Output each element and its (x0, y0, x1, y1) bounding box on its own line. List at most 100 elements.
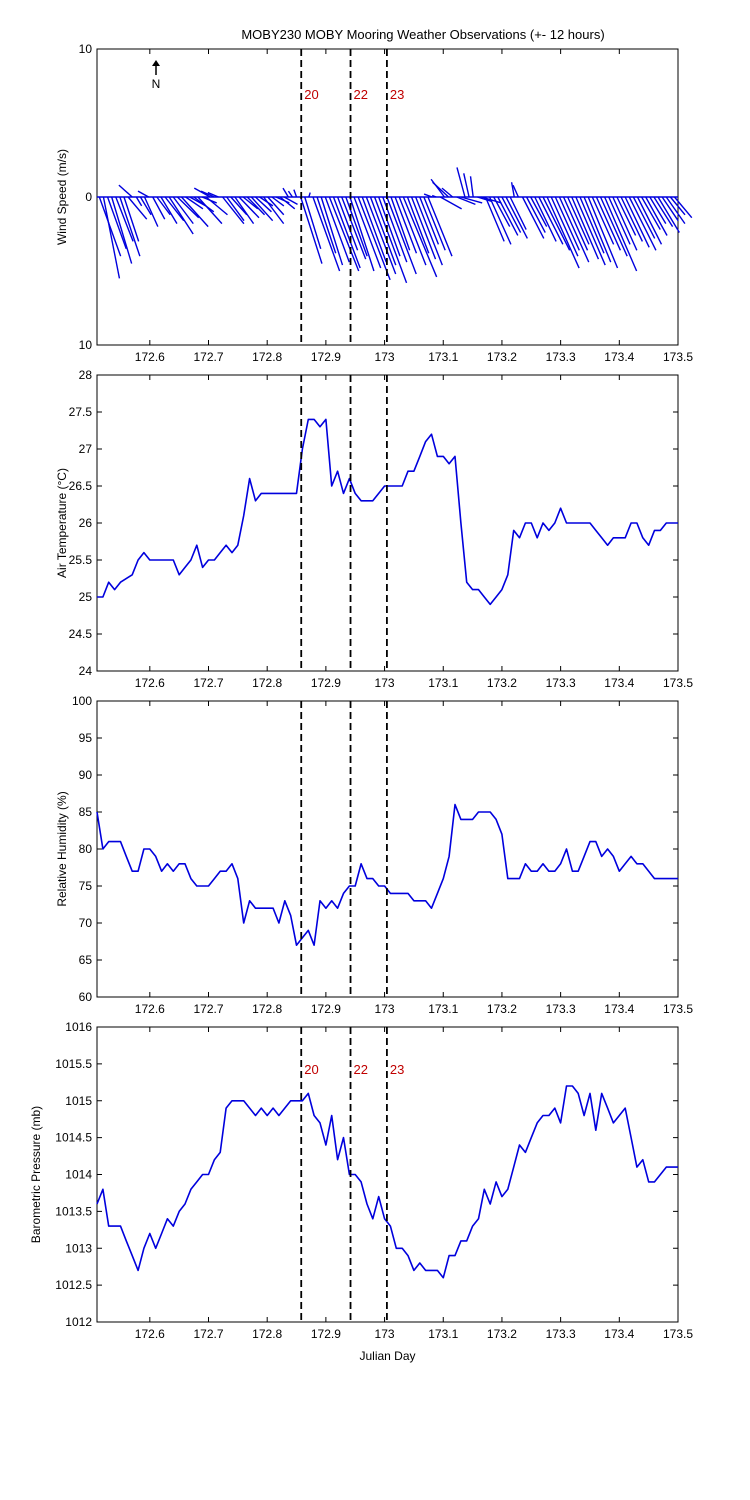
wind-stick (176, 196, 200, 219)
baro-ytick-label: 1012 (65, 1315, 92, 1329)
baro-ytick-label: 1016 (65, 1020, 92, 1034)
wind-stick (304, 196, 322, 250)
wind-stick (612, 196, 638, 251)
wind-stick (119, 196, 141, 257)
wind-stick (394, 196, 418, 254)
wind-xtick-label: 172.7 (193, 350, 223, 364)
air-series-line (97, 418, 678, 606)
baro-ytick-label: 1013 (65, 1241, 92, 1255)
wind-stick (439, 196, 462, 210)
wind-stick (558, 196, 590, 263)
air-xtick-label: 172.9 (311, 676, 341, 690)
wind-stick (353, 196, 382, 269)
wind-stick (406, 196, 430, 254)
baro-ytick-label: 1015 (65, 1094, 92, 1108)
baro-event-marker-label: 23 (390, 1062, 404, 1077)
rh-xtick-label: 172.7 (193, 1002, 223, 1016)
rh-panel: 172.6 172.7 172.8 172.9 173 173.1 173.2 173.3 17… (55, 694, 693, 1016)
baro-ylabel: Barometric Pressure (mb) (29, 1106, 43, 1243)
air-panel: 172.6 172.7 172.8 172.9 173 173.1 173.2 173.3 17… (55, 368, 693, 690)
wind-stick (185, 196, 204, 210)
baro-xtick-label: 173.5 (663, 1327, 693, 1341)
wind-stick (441, 187, 454, 198)
wind-stick (172, 196, 194, 225)
wind-stick (488, 196, 512, 245)
air-xtick-label: 173.4 (604, 676, 634, 690)
wind-stick (469, 176, 474, 198)
wind-stick (200, 190, 215, 198)
wind-stick (230, 196, 248, 216)
rh-ytick-label: 65 (79, 953, 93, 967)
baro-xtick-label: 172.6 (135, 1327, 165, 1341)
wind-stick (282, 187, 289, 198)
baro-xtick-label: 172.8 (252, 1327, 282, 1341)
wind-stick (242, 196, 259, 210)
baro-ytick-label: 1013.5 (55, 1204, 92, 1218)
wind-stick (632, 196, 656, 239)
wind-stick (115, 196, 134, 242)
wind-stick (238, 196, 260, 219)
north-label: N (152, 77, 161, 91)
baro-xtick-label: 173.3 (546, 1327, 576, 1341)
baro-ytick-label: 1014.5 (55, 1131, 92, 1145)
wind-stick (365, 196, 397, 275)
wind-stick (456, 196, 476, 206)
rh-xtick-label: 173.1 (428, 1002, 458, 1016)
wind-stick (653, 196, 674, 227)
wind-stick (512, 184, 520, 198)
wind-stick (591, 196, 615, 245)
wind-stick (550, 196, 579, 257)
wind-stick (509, 196, 527, 230)
rh-xtick-label: 172.8 (252, 1002, 282, 1016)
wind-xtick-label: 173.5 (663, 350, 693, 364)
air-ytick-label: 28 (79, 368, 93, 382)
wind-stick (493, 196, 511, 227)
wind-ytick-label: 0 (85, 190, 92, 204)
wind-stick (463, 173, 470, 198)
baro-xtick-label: 173 (375, 1327, 395, 1341)
wind-stick (320, 196, 344, 266)
wind-stick (168, 196, 194, 235)
wind-stick (456, 167, 466, 198)
wind-stick (477, 196, 493, 203)
wind-stick (267, 196, 285, 216)
wind-stick (554, 196, 580, 251)
wind-ylabel: Wind Speed (m/s) (55, 149, 69, 245)
rh-ytick-label: 60 (79, 990, 93, 1004)
wind-stick (180, 196, 209, 228)
wind-stick (386, 196, 417, 275)
wind-stick (497, 196, 519, 236)
rh-xtick-label: 172.6 (135, 1002, 165, 1016)
wind-stick (398, 196, 427, 266)
wind-stick (160, 196, 178, 225)
wind-stick (575, 196, 606, 266)
air-xtick-label: 173.1 (428, 676, 458, 690)
air-ytick-label: 25 (79, 590, 93, 604)
baro-xtick-label: 172.9 (311, 1327, 341, 1341)
air-ytick-label: 24 (79, 664, 93, 678)
baro-xtick-label: 173.4 (604, 1327, 634, 1341)
wind-stick (254, 196, 272, 213)
wind-stick (432, 181, 450, 198)
wind-stick (152, 196, 166, 220)
wind-event-marker-label: 22 (354, 87, 368, 102)
wind-stick (123, 196, 140, 242)
rh-xtick-label: 172.9 (311, 1002, 341, 1016)
wind-stick (525, 196, 546, 233)
air-ytick-label: 27 (79, 442, 93, 456)
rh-ytick-label: 70 (79, 916, 93, 930)
air-ytick-label: 24.5 (69, 627, 93, 641)
baro-ytick-label: 1014 (65, 1168, 92, 1182)
wind-stick (345, 196, 368, 257)
wind-ytick-label: 10 (79, 42, 93, 56)
wind-stick (410, 196, 437, 260)
wind-stick (111, 196, 133, 264)
wind-stick (595, 196, 622, 251)
baro-event-marker-label: 20 (304, 1062, 318, 1077)
wind-stick (427, 196, 453, 257)
wind-stick (460, 196, 483, 204)
wind-stick (193, 187, 211, 198)
wind-stick (316, 196, 337, 254)
wind-xtick-label: 173.2 (487, 350, 517, 364)
wind-stick (349, 196, 375, 272)
